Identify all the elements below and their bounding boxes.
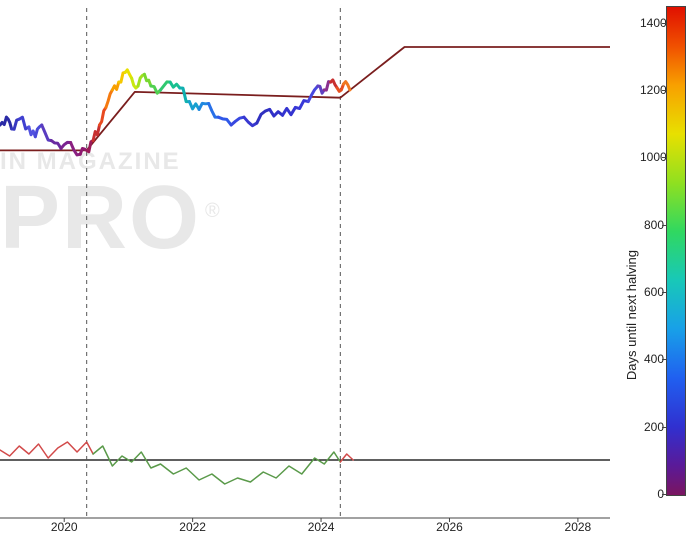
colorbar-tick-label: 0 [640, 487, 664, 501]
colorbar-gradient [666, 6, 686, 496]
x-tick-label: 2024 [308, 520, 335, 534]
x-tick-label: 2028 [565, 520, 592, 534]
colorbar-tick-label: 400 [640, 352, 664, 366]
colorbar: Days until next halving 0 200 400 600 800 100… [610, 0, 690, 540]
x-tick-label: 2022 [179, 520, 206, 534]
plot-svg [0, 0, 610, 540]
colorbar-tick-label: 800 [640, 218, 664, 232]
chart-area [0, 0, 610, 540]
colorbar-tick-label: 1400 [640, 16, 664, 30]
colorbar-tick-label: 200 [640, 420, 664, 434]
chart-stage: IN MAGAZINE PRO® 20202022202420262028 Da… [0, 0, 696, 540]
colorbar-tick-label: 1000 [640, 150, 664, 164]
x-tick-label: 2026 [436, 520, 463, 534]
colorbar-tick-label: 600 [640, 285, 664, 299]
colorbar-title: Days until next halving [624, 250, 639, 380]
colorbar-tick-label: 1200 [640, 83, 664, 97]
x-tick-label: 2020 [51, 520, 78, 534]
